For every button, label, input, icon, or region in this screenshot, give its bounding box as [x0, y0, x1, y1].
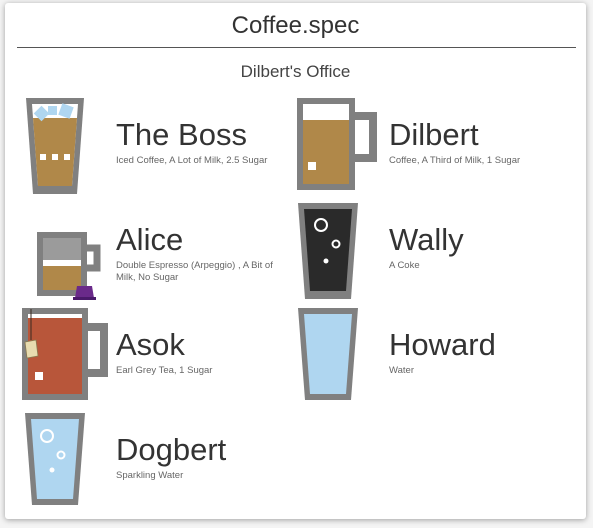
person-order: Water	[389, 365, 414, 376]
person-order: Double Espresso (Arpeggio) , A Bit of Mi…	[116, 260, 273, 283]
person-asok: Asok Earl Grey Tea, 1 Sugar	[116, 327, 281, 377]
person-dogbert: Dogbert Sparkling Water	[116, 432, 281, 482]
person-alice: Alice Double Espresso (Arpeggio) , A Bit…	[116, 222, 281, 284]
coke-glass-icon	[298, 203, 358, 299]
sparkling-water-glass-icon	[25, 413, 85, 505]
person-name: Dogbert	[116, 432, 227, 467]
person-name: Howard	[389, 327, 496, 362]
person-howard: Howard Water	[389, 327, 554, 377]
iced-coffee-glass-icon	[26, 98, 84, 194]
person-wally: Wally A Coke	[389, 222, 554, 272]
person-name: Asok	[116, 327, 185, 362]
person-order: A Coke	[389, 260, 420, 271]
coffee-mug-icon	[297, 98, 377, 190]
person-order: Earl Grey Tea, 1 Sugar	[116, 365, 213, 376]
title-divider	[17, 47, 576, 48]
tea-mug-icon	[22, 308, 108, 400]
person-order: Iced Coffee, A Lot of Milk, 2.5 Sugar	[116, 155, 268, 166]
main-panel: Coffee.spec Dilbert's Office The Boss Ic…	[5, 3, 586, 519]
person-name: Dilbert	[389, 117, 479, 152]
water-glass-icon	[298, 308, 358, 400]
person-order: Coffee, A Third of Milk, 1 Sugar	[389, 155, 521, 166]
person-name: Alice	[116, 222, 184, 257]
person-order: Sparkling Water	[116, 470, 184, 481]
person-the-boss: The Boss Iced Coffee, A Lot of Milk, 2.5…	[116, 117, 281, 167]
espresso-cup-icon	[37, 232, 101, 300]
person-name: Wally	[389, 222, 464, 257]
person-dilbert: Dilbert Coffee, A Third of Milk, 1 Sugar	[389, 117, 554, 167]
office-title: Dilbert's Office	[240, 62, 351, 81]
app-title: Coffee.spec	[231, 12, 360, 39]
person-name: The Boss	[116, 117, 247, 152]
